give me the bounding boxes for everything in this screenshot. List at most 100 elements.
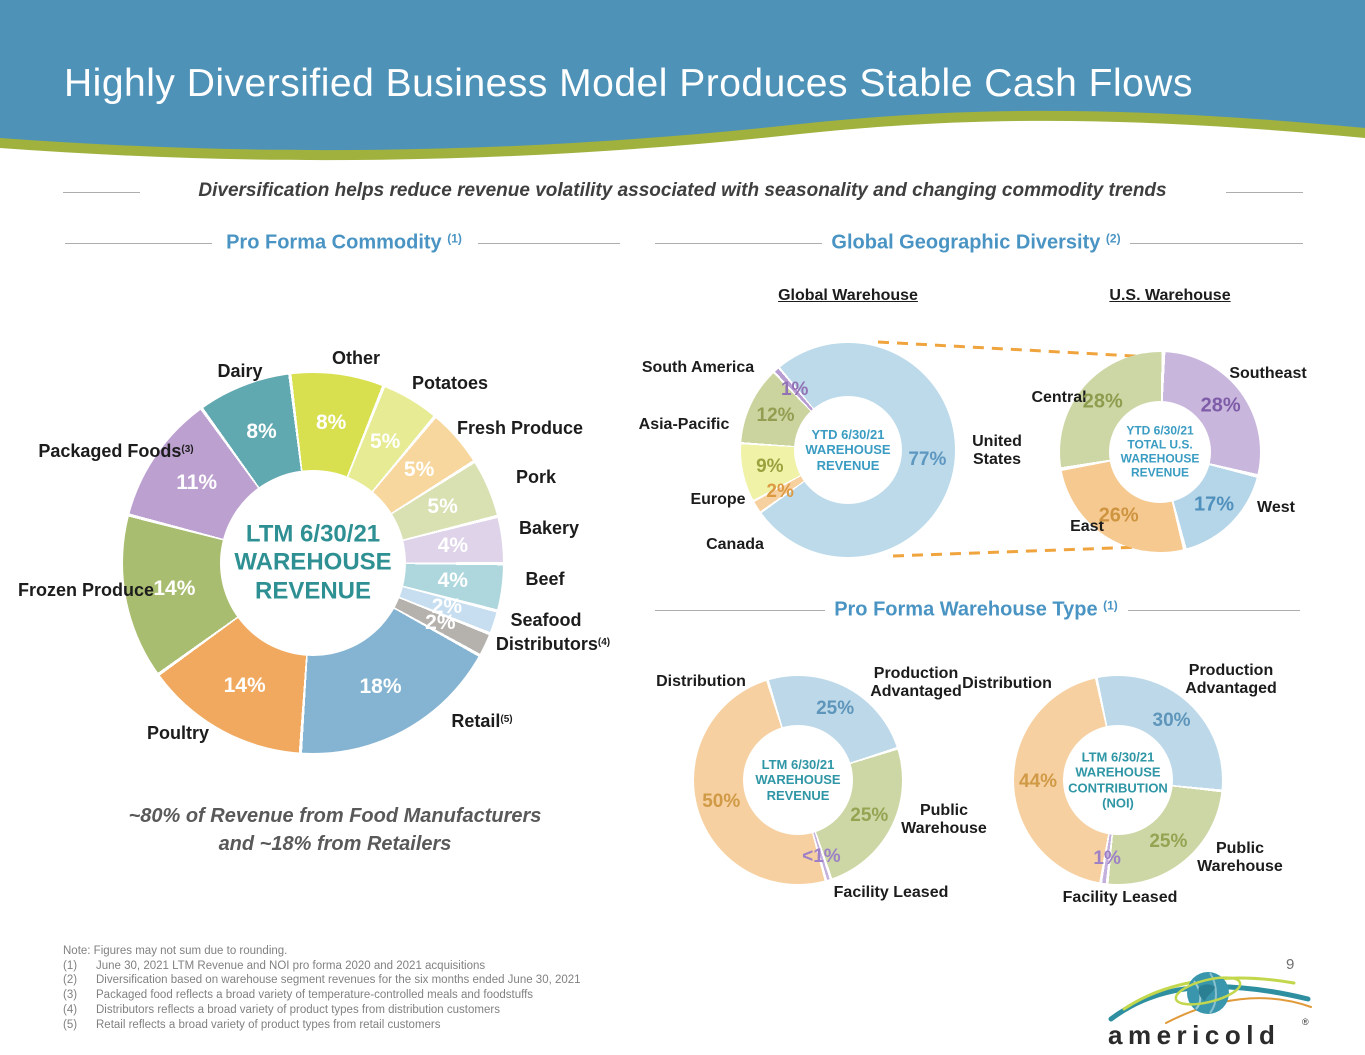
label-text: Facility Leased — [833, 884, 949, 902]
footnote-num: (5) — [63, 1018, 78, 1031]
section-title-warehouse-type: Pro Forma Warehouse Type (1) — [834, 599, 1118, 622]
logo-registered-mark: ® — [1302, 1017, 1309, 1027]
label-text: Poultry — [146, 722, 210, 743]
pct-label-south-america: 1% — [780, 379, 809, 401]
footnote-text: Packaged food reflects a broad variety o… — [96, 989, 534, 1002]
donut-center-label: LTM 6/30/21 WAREHOUSE REVENUE — [755, 757, 841, 803]
donut-hole — [1063, 725, 1173, 835]
pct-label-east: 26% — [1098, 504, 1139, 527]
label-text: Packaged Foods — [38, 440, 182, 461]
label-text: Dairy — [217, 360, 263, 381]
label-text: Fresh Produce — [456, 417, 584, 438]
pct-label-potatoes: 5% — [370, 429, 401, 453]
label-text: Frozen Produce — [17, 579, 155, 600]
section-title-text: Pro Forma Commodity — [226, 231, 442, 254]
footnote-num: (4) — [63, 1003, 78, 1016]
divider-line — [1128, 610, 1300, 611]
slide-subtitle: Diversification helps reduce revenue vol… — [198, 180, 1167, 201]
pct-label-pork: 5% — [427, 495, 458, 519]
label-text: Distributors — [495, 633, 598, 654]
label-text: Production Advantaged — [870, 665, 962, 700]
segment-label-potatoes: Potatoes — [412, 373, 488, 393]
pct-label-distribution: 44% — [1019, 770, 1058, 792]
label-text: Europe — [690, 491, 746, 509]
segment-label-central: Central — [1031, 389, 1086, 407]
pct-label-public-warehouse: 25% — [850, 805, 889, 827]
pct-label-central: 28% — [1082, 390, 1123, 413]
footnotes: Note: Figures may not sum due to roundin… — [63, 944, 783, 1032]
segment-label-southeast: Southeast — [1229, 365, 1306, 383]
label-text: Distribution — [656, 673, 746, 691]
footnote-ref: (5) — [500, 713, 513, 725]
label-text: Canada — [706, 536, 764, 554]
pct-label-distribution: 50% — [702, 791, 741, 813]
section-title-geographic: Global Geographic Diversity (2) — [831, 232, 1120, 255]
segment-label-frozen-produce: Frozen Produce — [18, 580, 154, 600]
donut-hole — [1109, 401, 1211, 503]
pct-label-production-advantaged: 30% — [1152, 709, 1191, 731]
segment-label-beef: Beef — [525, 569, 564, 589]
donut-hole — [794, 396, 902, 504]
pct-label-retail: 18% — [359, 674, 402, 698]
divider-line — [478, 243, 620, 244]
pct-label-west: 17% — [1193, 493, 1234, 516]
pct-label-frozen-produce: 14% — [153, 576, 196, 600]
section-title-text: Pro Forma Warehouse Type — [834, 598, 1098, 621]
label-text: West — [1257, 499, 1295, 517]
donut-center-label: LTM 6/30/21 WAREHOUSE REVENUE — [234, 520, 392, 605]
pct-label-europe: 9% — [756, 456, 784, 478]
donut-center-label: YTD 6/30/21 WAREHOUSE REVENUE — [805, 427, 891, 473]
pct-label-facility-leased: <1% — [802, 845, 841, 867]
subheading-us-warehouse: U.S. Warehouse — [1109, 287, 1231, 304]
footnote-ref: (2) — [1105, 231, 1121, 246]
donut-hole — [220, 470, 406, 656]
segment-label-west: West — [1257, 499, 1295, 517]
section-title-text: Global Geographic Diversity — [831, 231, 1101, 254]
footnote-ref: (1) — [1103, 598, 1118, 613]
label-text: Production Advantaged — [1185, 662, 1277, 697]
segment-label-distributors: Distributors(4) — [496, 634, 610, 654]
footnote-item: (3) Packaged food reflects a broad variet… — [63, 988, 783, 1003]
label-text: Retail — [451, 710, 501, 731]
footnote-ref: (3) — [181, 443, 194, 455]
label-text: Asia-Pacific — [638, 416, 730, 434]
divider-line — [655, 243, 822, 244]
footnote-text: Diversification based on warehouse segme… — [96, 974, 581, 987]
footnote-note: Note: Figures may not sum due to roundin… — [63, 945, 288, 957]
pct-label-southeast: 28% — [1200, 394, 1241, 417]
footnote-item: (4) Distributors reflects a broad variety… — [63, 1003, 783, 1018]
divider-line — [65, 243, 212, 244]
pct-label-canada: 2% — [766, 481, 794, 503]
segment-label-poultry: Poultry — [147, 723, 209, 743]
segment-label-canada: Canada — [706, 536, 764, 554]
label-text: Other — [331, 347, 381, 368]
divider-line — [1130, 243, 1303, 244]
segment-label-distribution-revenue: Distribution — [656, 673, 746, 691]
segment-label-asia-pacific: Asia-Pacific — [639, 416, 730, 434]
pct-label-distributors: 2% — [425, 611, 456, 635]
revenue-callout: ~80% of Revenue from Food Manufacturers … — [105, 802, 565, 859]
label-text: Public Warehouse — [1197, 840, 1283, 875]
label-text: Distribution — [962, 675, 1052, 693]
footnote-text: June 30, 2021 LTM Revenue and NOI pro fo… — [96, 959, 486, 972]
us-warehouse-donut-chart: YTD 6/30/21 TOTAL U.S. WAREHOUSE REVENUE 28%… — [1060, 352, 1260, 552]
segment-label-fresh-produce: Fresh Produce — [457, 418, 583, 438]
footnote-num: (2) — [63, 974, 78, 987]
label-text: East — [1070, 518, 1104, 536]
section-title-commodity: Pro Forma Commodity (1) — [226, 232, 462, 255]
callout-line2: and ~18% from Retailers — [218, 833, 452, 856]
divider-line — [63, 192, 140, 193]
label-text: Central — [1031, 389, 1087, 407]
pct-label-production-advantaged: 25% — [816, 698, 855, 720]
segment-label-east: East — [1070, 518, 1104, 536]
label-text: Seafood — [510, 609, 582, 630]
divider-line — [655, 610, 825, 611]
pct-label-other: 8% — [315, 411, 347, 435]
segment-label-united-states: United States — [961, 433, 1033, 469]
segment-label-packaged-foods: Packaged Foods(3) — [38, 441, 193, 461]
donut-center-label: LTM 6/30/21 WAREHOUSE CONTRIBUTION (NOI) — [1068, 749, 1168, 811]
pct-label-seafood: 2% — [431, 595, 463, 619]
segment-label-pork: Pork — [516, 467, 556, 487]
segment-label-retail: Retail(5) — [451, 711, 512, 731]
